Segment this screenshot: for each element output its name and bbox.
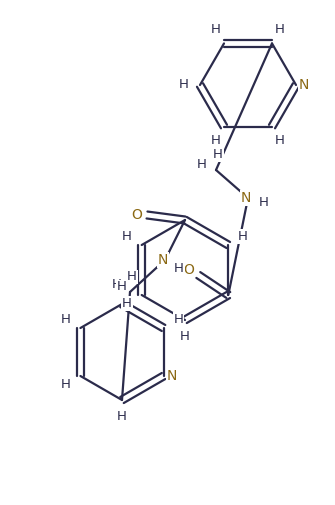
Text: H: H xyxy=(259,196,269,210)
Text: H: H xyxy=(197,159,207,172)
Text: H: H xyxy=(127,271,137,283)
Text: H: H xyxy=(173,313,183,326)
Text: N: N xyxy=(241,191,251,205)
Text: H: H xyxy=(211,134,221,147)
Text: H: H xyxy=(211,23,221,36)
Text: H: H xyxy=(180,330,190,343)
Text: H: H xyxy=(213,148,223,162)
Text: H: H xyxy=(122,230,132,243)
Text: H: H xyxy=(61,313,71,326)
Text: N: N xyxy=(166,369,177,383)
Text: N: N xyxy=(299,78,309,92)
Text: H: H xyxy=(174,262,184,275)
Text: H: H xyxy=(122,297,132,310)
Text: H: H xyxy=(61,378,71,391)
Text: O: O xyxy=(132,208,142,222)
Text: O: O xyxy=(183,263,194,277)
Text: H: H xyxy=(238,230,248,243)
Text: H: H xyxy=(179,78,189,91)
Text: H: H xyxy=(112,278,122,290)
Text: H: H xyxy=(117,280,127,293)
Text: H: H xyxy=(117,411,127,424)
Text: N: N xyxy=(158,253,168,267)
Text: H: H xyxy=(275,23,285,36)
Text: H: H xyxy=(275,134,285,147)
